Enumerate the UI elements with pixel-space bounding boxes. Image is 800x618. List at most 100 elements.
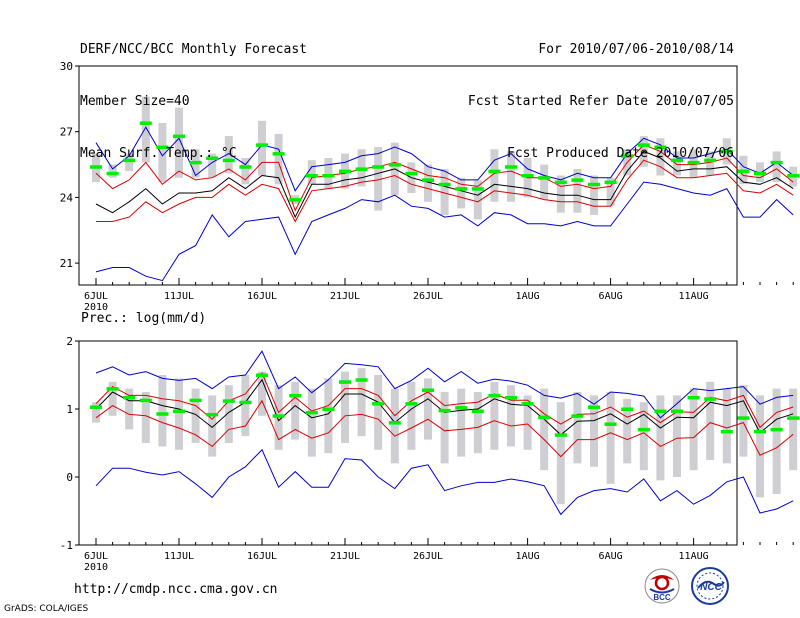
- spread-bar: [772, 388, 781, 494]
- spread-bar: [241, 157, 250, 185]
- x-tick-label: 16JUL: [247, 291, 277, 302]
- spread-bar: [656, 138, 665, 176]
- median-marker: [173, 409, 185, 414]
- y-tick-label: 24: [60, 191, 74, 204]
- spread-bar: [141, 96, 150, 163]
- median-marker: [305, 410, 318, 415]
- spread-bar: [706, 381, 715, 460]
- spread-bar: [689, 388, 698, 471]
- spread-bar: [341, 371, 349, 443]
- spread-bar: [158, 375, 167, 447]
- spread-bar: [556, 402, 565, 505]
- series-line-max: [95, 126, 794, 192]
- spread-bar: [490, 381, 499, 450]
- forecast-period: For 2010/07/06-2010/08/14: [538, 42, 734, 57]
- median-marker: [654, 409, 667, 414]
- spread-bar: [623, 398, 632, 464]
- spread-bar: [440, 392, 449, 464]
- median-marker: [156, 145, 169, 150]
- y-tick-label: 1: [66, 403, 73, 416]
- median-marker: [339, 380, 351, 384]
- spread-bar: [789, 388, 798, 471]
- spread-bar: [141, 392, 150, 443]
- spread-bar: [473, 392, 482, 454]
- spread-bar: [191, 388, 200, 443]
- median-marker: [471, 409, 484, 414]
- median-marker: [123, 158, 136, 163]
- median-marker: [256, 143, 268, 147]
- median-marker: [206, 156, 219, 160]
- median-marker: [571, 414, 584, 418]
- spread-bar: [673, 151, 681, 176]
- spread-bar: [523, 395, 532, 450]
- year-label: 2010: [84, 302, 108, 313]
- spread-bar: [307, 388, 316, 457]
- spread-bar: [307, 160, 316, 185]
- spread-bar: [772, 151, 781, 183]
- spread-bar: [556, 175, 565, 213]
- median-marker: [189, 398, 202, 403]
- spread-bar: [357, 368, 366, 437]
- median-marker: [106, 171, 119, 176]
- y-tick-label: 30: [60, 60, 73, 73]
- median-marker: [372, 165, 385, 169]
- median-marker: [787, 416, 800, 420]
- spread-bar: [722, 388, 731, 464]
- spread-bar: [274, 133, 283, 185]
- spread-bar: [92, 402, 100, 423]
- bcc-logo-text: BCC: [653, 593, 671, 602]
- spread-bar: [507, 151, 515, 202]
- median-marker: [455, 406, 468, 410]
- spread-bar: [158, 122, 167, 183]
- x-tick-label: 6JUL: [84, 551, 108, 562]
- spread-bar: [108, 164, 117, 178]
- member-size: Member Size=40: [80, 94, 190, 109]
- x-tick-label: 11AUG: [679, 291, 709, 302]
- y-tick-label: 0: [66, 471, 73, 484]
- spread-bar: [639, 402, 648, 471]
- spread-bar: [540, 388, 549, 471]
- spread-bar: [756, 395, 764, 498]
- median-marker: [571, 178, 584, 182]
- median-marker: [621, 154, 634, 158]
- header-left: DERF/NCC/BCC Monthly Forecast Member Siz…: [80, 10, 307, 182]
- spread-bar: [424, 378, 432, 440]
- y-tick-label: -1: [60, 539, 73, 552]
- median-marker: [405, 402, 418, 406]
- series-line-mean_plus_sd: [95, 144, 794, 212]
- median-marker: [123, 395, 136, 400]
- x-tick-label: 21JUL: [330, 291, 360, 302]
- median-marker: [488, 393, 501, 398]
- median-marker: [438, 408, 451, 413]
- median-marker: [322, 407, 335, 411]
- spread-bar: [224, 385, 233, 443]
- median-marker: [322, 174, 335, 178]
- spread-bar: [291, 381, 300, 440]
- median-marker: [355, 167, 368, 171]
- series-line-mean: [95, 378, 794, 436]
- spread-bar: [208, 395, 217, 457]
- spread-bar: [457, 388, 466, 457]
- median-marker: [637, 143, 650, 147]
- median-marker: [521, 402, 534, 406]
- spread-bar: [706, 151, 715, 176]
- series-line-max: [95, 350, 794, 419]
- source-url[interactable]: http://cmdp.ncc.cma.gov.cn: [74, 582, 278, 597]
- series-line-min: [95, 181, 794, 282]
- median-marker: [637, 427, 650, 432]
- median-marker: [90, 405, 102, 409]
- x-tick-label: 6AUG: [599, 551, 623, 562]
- started-date: Fcst Started Refer Date 2010/07/05: [467, 94, 734, 109]
- x-tick-label: 11JUL: [164, 551, 194, 562]
- median-marker: [505, 395, 517, 400]
- median-marker: [505, 165, 517, 169]
- panel-title: Prec.: log(mm/d): [81, 311, 206, 326]
- spread-bar: [258, 120, 266, 176]
- spread-bar: [108, 381, 117, 416]
- spread-bar: [673, 395, 681, 477]
- median-marker: [222, 399, 235, 403]
- spread-bar: [540, 164, 549, 200]
- median-marker: [521, 174, 534, 178]
- spread-bar: [739, 385, 748, 457]
- series-line-min: [95, 448, 794, 516]
